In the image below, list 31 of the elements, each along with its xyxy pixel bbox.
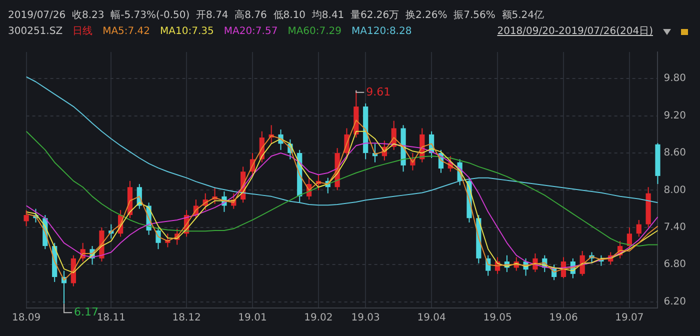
candlestick: [626, 226, 632, 250]
text: MA20:7.57: [224, 25, 278, 39]
text: MA10:7.35: [160, 25, 214, 39]
text: MA5:7.42: [102, 25, 150, 39]
y-tick-label: 7.40: [664, 222, 686, 234]
y-tick-label: 8.00: [664, 184, 686, 196]
y-tick-label: 9.20: [664, 110, 686, 122]
x-tick-label: 19.05: [483, 312, 512, 324]
y-tick-label: 8.60: [664, 148, 686, 159]
text: MA60:7.29: [288, 25, 342, 39]
chart-subtitle: 300251.SZ: [8, 25, 63, 39]
candlestick: [24, 210, 29, 227]
x-tick-label: 19.02: [304, 312, 333, 324]
y-tick-label: 9.80: [664, 73, 686, 84]
text: MA120:8.28: [352, 25, 412, 39]
text: 日线: [72, 24, 93, 39]
candlestick: [636, 219, 642, 238]
x-tick-label: 19.04: [417, 312, 446, 324]
y-tick-label: 6.80: [664, 259, 686, 270]
x-tick-label: 19.03: [351, 312, 380, 324]
x-tick-label: 19.07: [615, 312, 644, 324]
y-tick-label: 6.20: [664, 296, 686, 308]
annotation: 9.61: [366, 85, 391, 98]
x-tick-label: 18.09: [12, 312, 41, 324]
x-tick-label: 19.06: [549, 312, 578, 324]
text: 2018/09/20-2019/07/26(204日): [497, 25, 653, 39]
x-tick-label: 18.11: [96, 312, 126, 324]
chart-title: 2019/07/26 收8.23 幅-5.73%(-0.50) 开8.74 高8.76 低8.10 均8.41 量62.26万 换2.26% 振7.56% 额5.24亿: [8, 8, 546, 23]
x-tick-label: 18.12: [172, 312, 201, 324]
annotation: 6.17: [74, 306, 99, 319]
x-tick-label: 19.01: [238, 312, 267, 324]
